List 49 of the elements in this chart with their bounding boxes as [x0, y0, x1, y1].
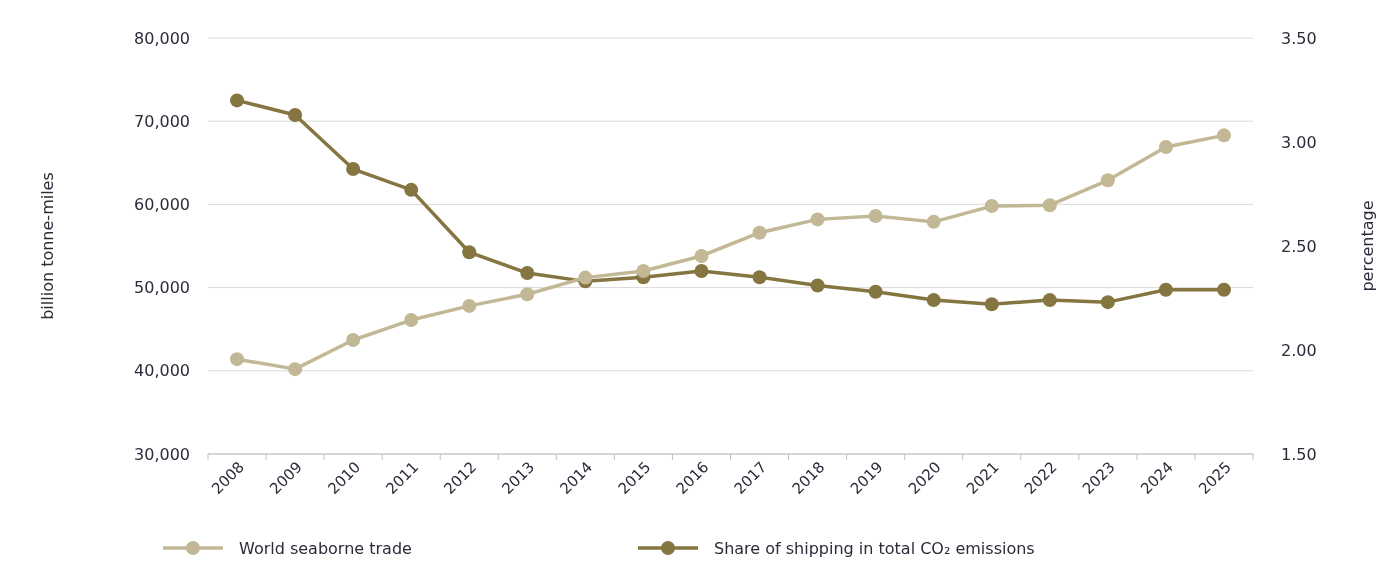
point	[230, 352, 245, 367]
y-tick-label: 30,000	[134, 444, 190, 464]
y-tick-label: 50,000	[134, 278, 190, 298]
point	[1042, 198, 1057, 213]
point	[1158, 139, 1173, 154]
y2-tick-label: 3.00	[1281, 132, 1317, 152]
point	[636, 263, 651, 278]
y-axis-title: billion tonne-miles	[38, 172, 57, 320]
point	[230, 93, 245, 108]
point	[694, 263, 709, 278]
y2-tick-label: 2.00	[1281, 340, 1317, 360]
point	[288, 107, 303, 122]
point	[1100, 295, 1115, 310]
point	[404, 182, 419, 197]
y-tick-label: 70,000	[134, 111, 190, 131]
y-tick-label: 80,000	[134, 28, 190, 48]
y-tick-label: 60,000	[134, 195, 190, 214]
y2-tick-label: 1.50	[1281, 444, 1317, 464]
point	[462, 298, 477, 313]
point	[346, 162, 361, 177]
point	[462, 245, 477, 260]
legend-label: Share of shipping in total CO₂ emissions	[714, 538, 1035, 558]
point	[1216, 128, 1231, 143]
point	[520, 266, 535, 281]
point	[1158, 282, 1173, 297]
point	[868, 209, 883, 224]
point	[1042, 293, 1057, 308]
point	[810, 212, 825, 227]
point	[520, 287, 535, 302]
legend-label: World seaborne trade	[239, 538, 412, 558]
point	[984, 297, 999, 312]
point	[1100, 173, 1115, 188]
point	[752, 270, 767, 285]
y2-tick-label: 3.50	[1281, 28, 1317, 48]
point	[868, 284, 883, 299]
point	[984, 199, 999, 214]
point	[346, 333, 361, 348]
point	[288, 362, 303, 377]
point	[752, 225, 767, 240]
y2-tick-label: 2.50	[1281, 236, 1317, 256]
point	[926, 214, 941, 229]
point	[578, 270, 593, 285]
point	[694, 248, 709, 263]
y2-axis-title: percentage	[1358, 200, 1377, 292]
point	[810, 278, 825, 293]
y-tick-label: 40,000	[134, 361, 190, 381]
point	[1216, 282, 1231, 297]
point	[404, 313, 419, 328]
point	[926, 293, 941, 308]
